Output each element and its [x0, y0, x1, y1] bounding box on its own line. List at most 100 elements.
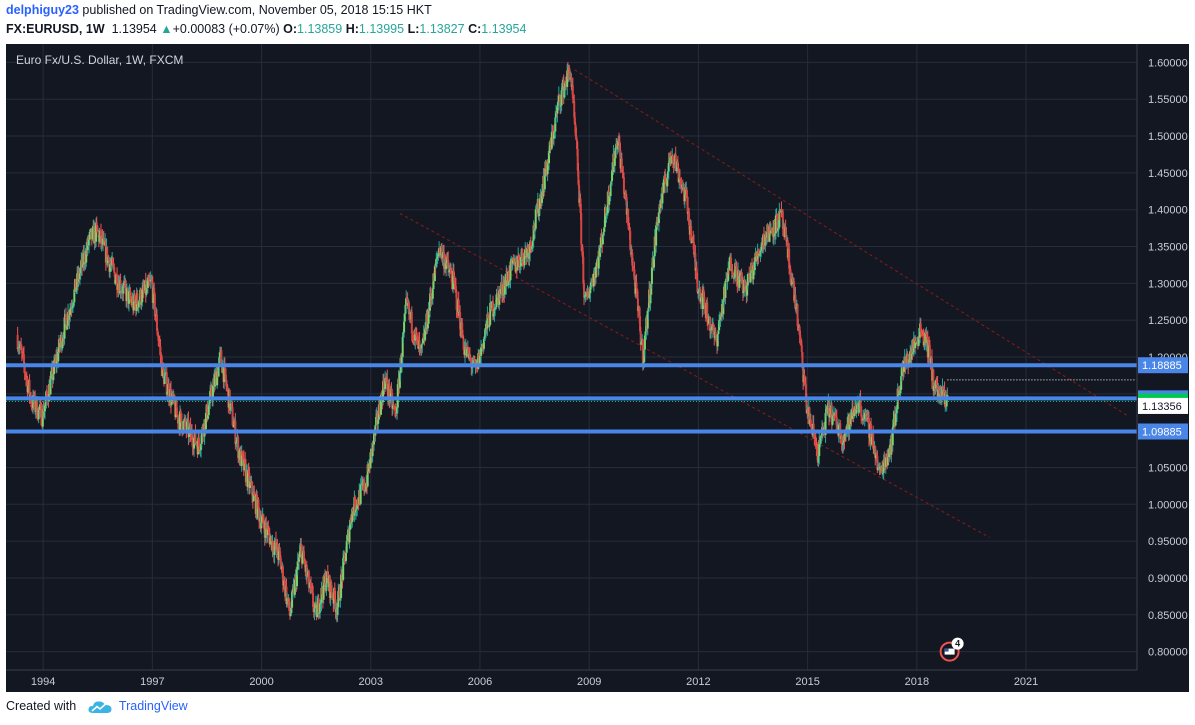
x-tick-label: 2012 — [686, 676, 710, 688]
candle-body — [860, 416, 863, 419]
candle-body — [840, 436, 843, 445]
candle-body — [818, 440, 821, 456]
candle-body — [119, 280, 122, 292]
candle-body — [156, 330, 159, 337]
candle-body — [557, 94, 560, 102]
candle-body — [197, 437, 200, 447]
candle-body — [564, 82, 567, 87]
candle-body — [257, 499, 260, 509]
candle-body — [548, 142, 551, 154]
candle-body — [262, 514, 265, 524]
tradingview-link[interactable]: TradingView — [118, 699, 188, 713]
candle-body — [369, 452, 372, 469]
candle-body — [116, 274, 119, 290]
y-tick-label: 1.25000 — [1148, 315, 1188, 327]
candle-body — [342, 558, 345, 580]
candle-body — [733, 277, 736, 279]
candle-body — [771, 231, 774, 234]
candle-body — [603, 227, 606, 232]
candle-body — [888, 449, 891, 458]
candle-body — [389, 400, 392, 402]
chart-canvas[interactable]: 1.60000 1.55000 1.50000 1.45000 1.40000 1.350… — [6, 44, 1189, 692]
candle-body — [279, 551, 282, 559]
candle-body — [601, 235, 604, 245]
candle-body — [88, 232, 91, 240]
candle-body — [519, 266, 522, 268]
y-tick-label: 1.60000 — [1148, 57, 1188, 69]
candle-body — [892, 419, 895, 428]
candle-body — [235, 440, 238, 443]
candle-body — [875, 453, 878, 456]
low-value: 1.13827 — [419, 22, 465, 36]
candle-body — [139, 289, 142, 305]
candle-body — [267, 528, 270, 530]
candle-body — [609, 184, 612, 197]
candle-body — [702, 289, 705, 298]
candle-body — [158, 340, 161, 344]
candle-body — [625, 192, 628, 198]
candle-body — [167, 384, 170, 400]
candle-body — [595, 262, 598, 267]
candle-body — [225, 386, 228, 388]
candle-body — [27, 385, 30, 393]
candle-body — [742, 290, 745, 294]
candle-body — [796, 304, 799, 327]
candle-body — [354, 510, 357, 513]
candle-body — [124, 281, 127, 288]
candle-body — [874, 453, 877, 459]
candle-body — [433, 265, 436, 282]
candle-body — [382, 381, 385, 388]
candle-body — [269, 537, 272, 545]
candle-body — [311, 589, 314, 593]
candle-body — [844, 432, 847, 441]
x-tick-label: 2000 — [249, 676, 273, 688]
publisher-name[interactable]: delphiguy23 — [6, 3, 79, 17]
candle-body — [744, 279, 747, 290]
candle-body — [63, 317, 66, 339]
candle-body — [22, 354, 25, 366]
y-tick-label: 1.30000 — [1148, 278, 1188, 290]
candle-body — [414, 328, 417, 335]
candle-body — [164, 373, 167, 376]
candle-body — [755, 252, 758, 257]
candle-body — [731, 269, 734, 277]
candle-body — [870, 437, 873, 445]
candle-body — [248, 472, 251, 488]
candle-body — [163, 375, 166, 384]
candle-body — [503, 280, 506, 295]
candle-body — [527, 247, 530, 250]
candle-body — [599, 247, 602, 257]
candle-body — [649, 294, 652, 304]
candle-body — [690, 225, 693, 243]
candle-body — [774, 215, 777, 234]
candle-body — [717, 330, 720, 335]
x-tick-label: 2003 — [359, 676, 383, 688]
chart-panel[interactable]: 1.60000 1.55000 1.50000 1.45000 1.40000 1.350… — [6, 44, 1189, 692]
candle-body — [439, 252, 442, 256]
candle-body — [179, 411, 182, 430]
candle-body — [72, 302, 75, 306]
candle-body — [435, 258, 438, 267]
candle-body — [25, 376, 28, 378]
candle-body — [921, 334, 924, 337]
candle-body — [378, 404, 381, 414]
candle-body — [436, 256, 439, 259]
candle-body — [795, 307, 798, 309]
candle-body — [243, 459, 246, 471]
candle-body — [461, 322, 464, 337]
candle-body — [152, 287, 155, 303]
candle-body — [613, 158, 616, 166]
candle-body — [230, 403, 233, 407]
candle-body — [309, 582, 312, 588]
candle-body — [885, 457, 888, 459]
candle-body — [127, 291, 130, 304]
candle-body — [618, 141, 621, 151]
candle-body — [911, 347, 914, 354]
candle-body — [137, 301, 140, 308]
candle-body — [574, 124, 577, 136]
high-value: 1.13995 — [358, 22, 405, 36]
candle-body — [904, 357, 907, 367]
candle-body — [917, 336, 920, 346]
y-tick-label: 0.95000 — [1148, 536, 1188, 548]
candle-body — [50, 371, 53, 379]
